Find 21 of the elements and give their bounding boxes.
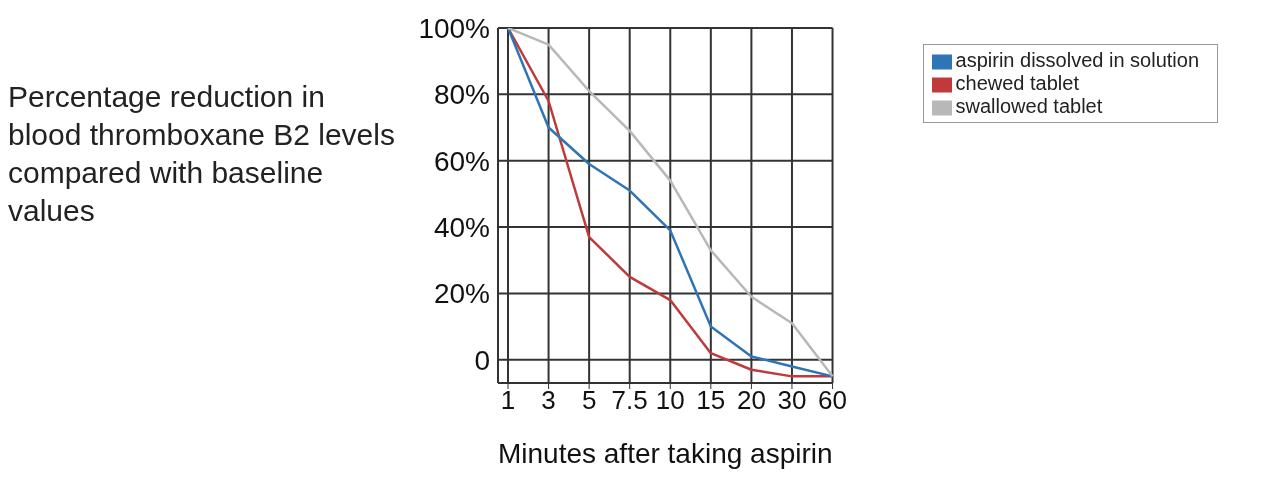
line-series [506,28,834,378]
legend-label: chewed tablet [955,72,1079,94]
x-tick-label: 20 [736,385,766,416]
legend-label: swallowed tablet [955,95,1103,117]
legend-label: aspirin dissolved in solution [955,49,1199,71]
x-axis-title: Minutes after taking aspirin [497,438,833,469]
x-tick-label: 3 [541,385,556,416]
y-axis-title: Percentage reduction in blood thromboxane B2 levels compared with baseline values [8,79,396,229]
x-tick-label: 60 [818,385,847,416]
x-tick-label: 10 [655,385,685,416]
x-tick-label: 30 [777,385,807,416]
x-tick-label: 7.5 [611,385,648,416]
y-tick-label: 80% [433,79,490,111]
x-tick-label: 1 [500,385,516,416]
y-tick-label: 100% [418,12,490,44]
y-tick-label: 40% [433,212,490,244]
y-tick-label: 0 [474,344,490,376]
y-tick-label: 20% [433,278,490,310]
x-tick-label: 15 [696,385,726,416]
y-tick-label: 60% [433,145,490,177]
x-tick-label: 5 [581,385,597,416]
